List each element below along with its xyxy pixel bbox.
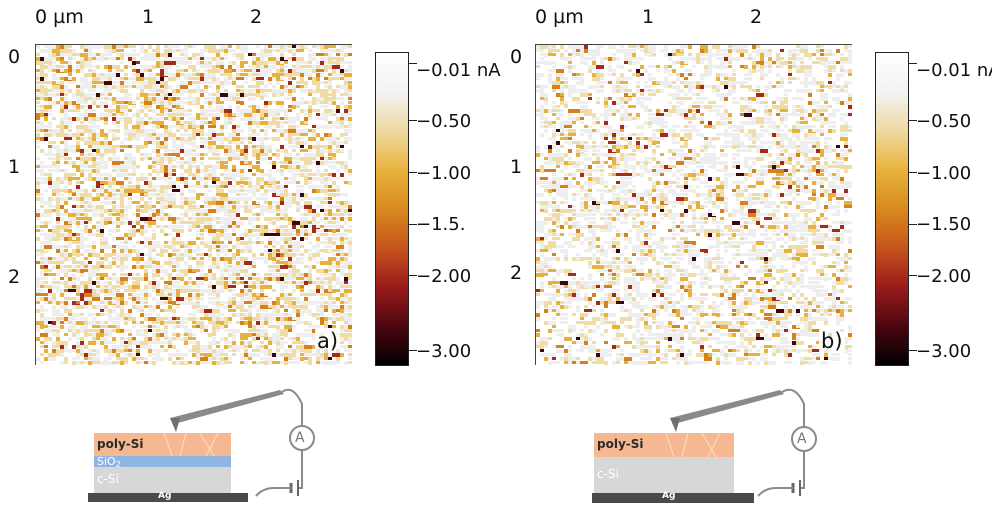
cantilever (170, 390, 284, 424)
panel-a: 0 µm 1 2 0 1 2 a) −0.01 nA −0.50 −1.00 −… (0, 0, 501, 370)
layer-label: SiO2 (97, 456, 121, 469)
layer-label: c-Si (97, 472, 119, 486)
layer-label: poly-Si (97, 437, 144, 451)
x-tick-1: 1 (142, 6, 155, 28)
colorbar-tick (908, 63, 917, 65)
layer-c-si: c-Si (94, 467, 231, 493)
cantilever (670, 390, 784, 424)
afm-tip-circuit (170, 388, 315, 497)
colorbar-tick (408, 120, 417, 122)
colorbar-tick (908, 172, 917, 174)
wire (800, 451, 805, 489)
colorbar-label-4: −2.00 (916, 266, 972, 287)
colorbar-label-1: −0.50 (916, 111, 972, 132)
colorbar-label-5: −3.00 (416, 341, 472, 362)
layer-label: poly-Si (597, 437, 644, 451)
device-schematic-a: poly-Si SiO2 c-Si Ag A (88, 382, 318, 510)
colorbar-tick (908, 350, 917, 352)
wire (281, 388, 303, 426)
wire (298, 450, 303, 489)
colorbar-label-4: −2.00 (416, 266, 472, 287)
colorbar (375, 52, 409, 366)
panel-label: a) (315, 329, 341, 353)
x-tick-1: 1 (642, 6, 655, 28)
colorbar-tick (408, 63, 417, 65)
x-tick-0: 0 µm (35, 6, 84, 28)
layer-sio2: SiO2 (94, 456, 231, 469)
colorbar-tick (908, 120, 917, 122)
colorbar-label-0: −0.01 nA (416, 60, 501, 81)
colorbar-label-2: −1.00 (916, 163, 972, 184)
y-tick-0: 0 (8, 46, 21, 68)
x-tick-2: 2 (750, 6, 763, 28)
colorbar-label-0: −0.01 nA (916, 60, 992, 81)
colorbar (875, 52, 909, 366)
layer-ag: Ag (88, 491, 248, 502)
afm-tip-circuit (670, 388, 817, 497)
colorbar-tick (408, 350, 417, 352)
ammeter-label: A (797, 431, 807, 447)
layer-label-main: SiO (97, 455, 116, 468)
y-tick-1: 1 (8, 156, 21, 178)
layer-label: Ag (662, 491, 676, 501)
layer-c-si: c-Si (594, 457, 734, 493)
colorbar-label-2: −1.00 (416, 163, 472, 184)
x-tick-0: 0 µm (535, 6, 584, 28)
layer-label: c-Si (597, 467, 619, 481)
layer-poly-si: poly-Si (94, 433, 231, 456)
layer-label: Ag (158, 491, 172, 501)
current-map: a) (35, 44, 352, 365)
current-map: b) (535, 44, 852, 365)
colorbar-tick (408, 224, 417, 226)
y-tick-1: 1 (510, 156, 523, 178)
colorbar-tick (408, 172, 417, 174)
colorbar-label-3: −1.5. (416, 214, 466, 235)
device-schematic-b: poly-Si c-Si Ag A (590, 382, 820, 510)
afm-tip (670, 418, 680, 432)
ammeter-label: A (295, 430, 305, 446)
colorbar-tick (408, 275, 417, 277)
layer-ag: Ag (592, 491, 754, 503)
current-map-image (536, 45, 852, 365)
x-tick-2: 2 (250, 6, 263, 28)
colorbar-label-5: −3.00 (916, 341, 972, 362)
y-tick-0: 0 (510, 46, 523, 68)
colorbar-label-3: −1.50 (916, 214, 972, 235)
layer-label-subscript: 2 (115, 460, 121, 469)
colorbar-tick (908, 224, 917, 226)
panel-b: 0 µm 1 2 0 1 2 b) −0.01 nA −0.50 −1.00 −… (500, 0, 992, 370)
colorbar-label-1: −0.50 (416, 111, 472, 132)
y-tick-2: 2 (8, 266, 21, 288)
panel-label: b) (819, 329, 845, 353)
layer-poly-si: poly-Si (594, 433, 734, 457)
afm-tip (170, 418, 180, 432)
wire (781, 388, 805, 426)
y-tick-2: 2 (510, 262, 523, 284)
colorbar-tick (908, 275, 917, 277)
current-map-image (36, 45, 352, 365)
